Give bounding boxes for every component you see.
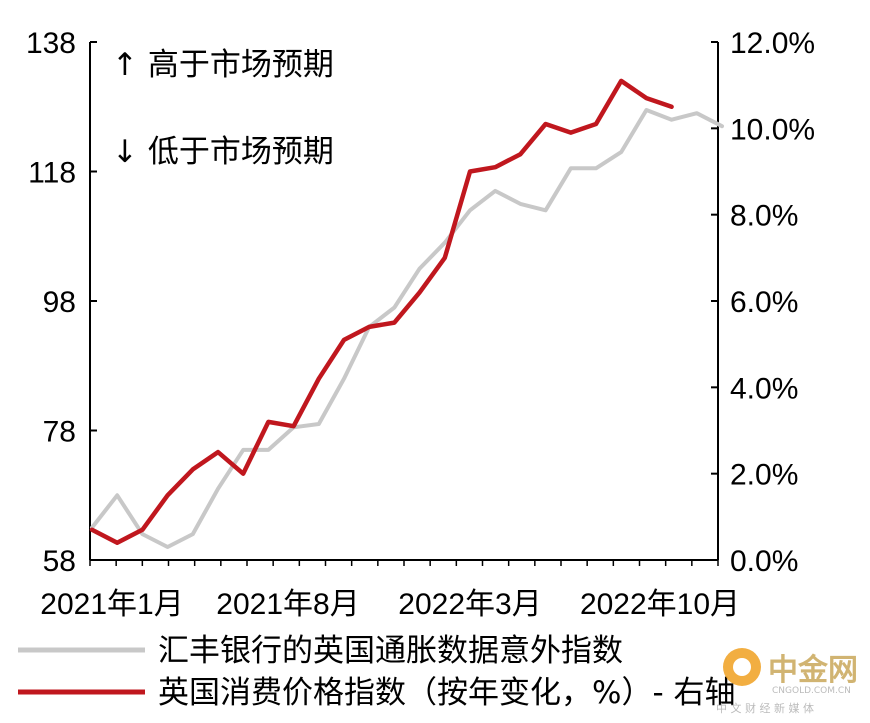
left-tick-label: 138 xyxy=(26,27,76,60)
annotation-above: ↑ 高于市场预期 xyxy=(112,47,334,83)
series-layer xyxy=(89,78,724,549)
left-axis-ticks: 58 78 98 118 138 xyxy=(26,27,97,578)
legend-label-surprise: 汇丰银行的英国通胀数据意外指数 xyxy=(158,633,623,669)
right-tick-label: 2.0% xyxy=(730,459,798,492)
x-tick-label: 2021年1月 xyxy=(40,588,183,621)
right-tick-label: 12.0% xyxy=(730,27,815,60)
right-axis-ticks: 0.0% 2.0% 4.0% 6.0% 8.0% 10.0% 12.0% xyxy=(711,27,815,578)
plot-frame xyxy=(89,42,719,561)
legend: 汇丰银行的英国通胀数据意外指数 英国消费价格指数（按年变化，%）- 右轴 xyxy=(18,633,736,711)
series-line-surprise-index xyxy=(90,108,724,549)
x-tick-label: 2021年8月 xyxy=(216,588,359,621)
watermark-url: CNGOLD.COM.CN xyxy=(772,686,851,696)
legend-label-cpi: 英国消费价格指数（按年变化，%）- 右轴 xyxy=(158,675,736,711)
right-tick-label: 0.0% xyxy=(730,545,798,578)
x-axis-ticks: 2021年1月 2021年8月 2022年3月 2022年10月 xyxy=(40,560,740,621)
left-tick-label: 118 xyxy=(28,157,76,190)
watermark: 中金网 CNGOLD.COM.CN 中 文 财 经 新 媒 体 xyxy=(716,648,858,715)
right-tick-label: 8.0% xyxy=(730,200,798,233)
annotations: ↑ 高于市场预期 ↓ 低于市场预期 xyxy=(112,47,334,170)
x-tick-label: 2022年3月 xyxy=(398,588,541,621)
right-tick-label: 6.0% xyxy=(730,286,798,319)
right-tick-label: 10.0% xyxy=(730,113,815,146)
left-tick-label: 58 xyxy=(43,545,76,578)
left-tick-label: 98 xyxy=(43,286,76,319)
right-tick-label: 4.0% xyxy=(730,372,798,405)
series-line-cpi xyxy=(89,78,674,545)
x-tick-label: 2022年10月 xyxy=(580,588,740,621)
annotation-below: ↓ 低于市场预期 xyxy=(112,134,334,170)
watermark-brand: 中金网 xyxy=(768,653,858,688)
watermark-tagline: 中 文 财 经 新 媒 体 xyxy=(716,701,814,715)
left-tick-label: 78 xyxy=(43,416,76,449)
